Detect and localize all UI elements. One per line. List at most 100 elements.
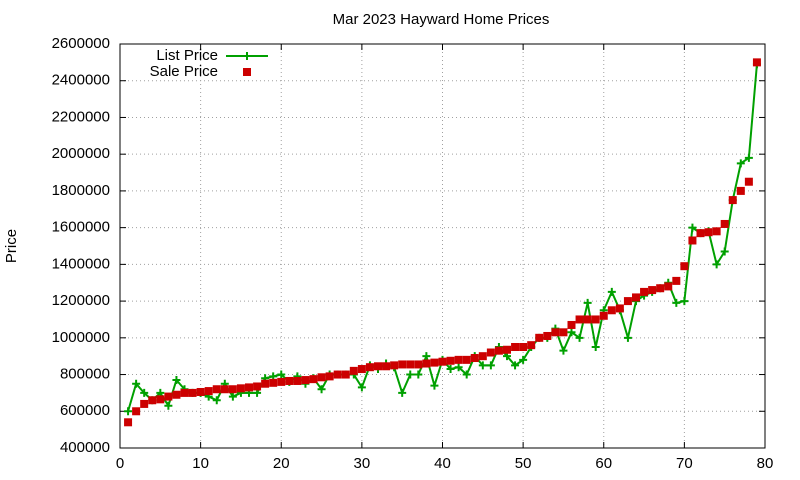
data-point (478, 361, 487, 370)
data-point (551, 328, 560, 337)
data-point (680, 262, 689, 271)
data-point (720, 247, 729, 256)
x-tick-label: 60 (595, 455, 612, 472)
data-point (744, 153, 753, 162)
data-point (672, 298, 681, 307)
data-point (736, 186, 745, 195)
data-point (365, 363, 374, 372)
data-point (543, 331, 552, 340)
data-point (752, 58, 761, 67)
data-point (422, 359, 431, 368)
data-point (559, 328, 568, 337)
data-point (591, 343, 600, 351)
y-tick-label: 2200000 (52, 108, 110, 125)
data-point (567, 328, 576, 337)
data-point (607, 287, 616, 296)
data-point (454, 363, 463, 372)
y-tick-label: 2400000 (52, 72, 110, 89)
y-tick-label: 400000 (60, 439, 110, 456)
data-point (567, 320, 576, 329)
data-point (164, 401, 173, 410)
y-axis-label: Price (3, 229, 20, 263)
data-point (309, 375, 318, 384)
y-tick-label: 1600000 (52, 219, 110, 236)
data-point (349, 366, 358, 375)
data-point (519, 343, 528, 351)
data-point (301, 376, 310, 385)
data-point (269, 378, 278, 387)
data-point (535, 333, 544, 342)
x-tick-label: 40 (434, 455, 451, 472)
data-point (527, 341, 536, 350)
data-point (172, 390, 181, 399)
data-point (494, 346, 503, 355)
data-point (357, 365, 366, 374)
data-point (253, 382, 262, 391)
data-point (575, 333, 584, 342)
data-point (478, 352, 487, 361)
legend-label: Sale Price (150, 63, 218, 80)
x-tick-label: 30 (354, 455, 371, 472)
data-point (720, 219, 729, 228)
data-point (430, 358, 439, 367)
data-point (744, 177, 753, 186)
chart-title: Mar 2023 Hayward Home Prices (333, 11, 550, 28)
data-point (236, 384, 245, 393)
data-point (180, 388, 189, 397)
data-point (462, 370, 471, 379)
data-point (503, 345, 511, 354)
plot-frame (119, 43, 766, 449)
data-point (575, 315, 584, 324)
data-point (640, 287, 649, 296)
data-point (124, 407, 133, 416)
legend-marker (243, 52, 251, 60)
data-point (656, 284, 665, 293)
data-point (357, 383, 366, 392)
data-point (623, 297, 632, 306)
data-point (140, 388, 149, 397)
x-tick-label: 80 (757, 455, 774, 472)
legend-marker (243, 68, 251, 76)
data-point (341, 370, 350, 379)
data-point (511, 361, 520, 370)
data-point (470, 354, 479, 363)
data-point (333, 370, 342, 379)
data-point (486, 348, 495, 357)
data-point (204, 387, 213, 396)
data-point (228, 385, 237, 394)
data-point (712, 260, 721, 269)
y-tick-label: 2600000 (52, 35, 110, 52)
data-point (632, 293, 640, 302)
y-tick-label: 1800000 (52, 182, 110, 199)
data-point (220, 385, 229, 394)
data-point (156, 395, 165, 404)
data-point (446, 356, 455, 365)
y-tick-label: 1200000 (52, 292, 110, 309)
data-point (325, 372, 334, 381)
data-point (382, 362, 391, 371)
data-point (406, 370, 415, 379)
data-point (519, 355, 528, 364)
data-point (664, 282, 673, 291)
data-point (704, 228, 713, 237)
x-tick-label: 0 (116, 455, 124, 472)
data-point (317, 373, 326, 382)
data-point (172, 376, 181, 385)
data-point (446, 365, 455, 374)
y-tick-label: 2000000 (52, 145, 110, 162)
data-point (140, 399, 149, 408)
data-point (430, 381, 439, 390)
data-point (398, 388, 407, 397)
x-tick-label: 50 (515, 455, 532, 472)
x-tick-label: 20 (273, 455, 290, 472)
data-point (486, 361, 495, 370)
y-tick-label: 1000000 (52, 329, 110, 346)
data-point (406, 360, 415, 369)
data-point (132, 379, 141, 388)
data-point (132, 407, 141, 416)
data-point (623, 333, 632, 342)
x-tick-label: 70 (676, 455, 693, 472)
data-point (212, 396, 221, 405)
data-point (317, 385, 326, 394)
data-point (261, 379, 270, 388)
